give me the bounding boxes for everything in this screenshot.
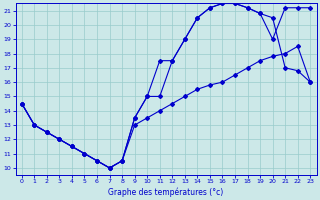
X-axis label: Graphe des températures (°c): Graphe des températures (°c) xyxy=(108,187,224,197)
